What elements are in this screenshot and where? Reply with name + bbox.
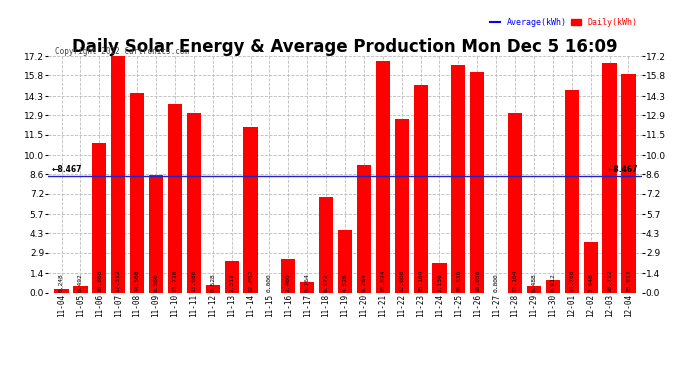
- Text: 3.648: 3.648: [588, 273, 593, 292]
- Bar: [244, 127, 257, 292]
- Bar: [527, 286, 541, 292]
- Text: 0.912: 0.912: [551, 273, 555, 292]
- Bar: [357, 165, 371, 292]
- Text: 14.560: 14.560: [135, 269, 139, 292]
- Bar: [130, 93, 144, 292]
- Bar: [168, 104, 182, 292]
- Bar: [564, 90, 579, 292]
- Bar: [433, 263, 446, 292]
- Bar: [187, 113, 201, 292]
- Text: 0.492: 0.492: [78, 273, 83, 292]
- Text: 0.528: 0.528: [210, 273, 215, 292]
- Bar: [111, 55, 126, 292]
- Bar: [73, 286, 88, 292]
- Text: 12.608: 12.608: [400, 269, 404, 292]
- Text: ←8.467: ←8.467: [52, 165, 83, 174]
- Bar: [224, 261, 239, 292]
- Bar: [338, 230, 352, 292]
- Text: 2.136: 2.136: [437, 273, 442, 292]
- Legend: Average(kWh), Daily(kWh): Average(kWh), Daily(kWh): [490, 18, 638, 27]
- Bar: [602, 63, 617, 292]
- Text: 0.000: 0.000: [267, 273, 272, 292]
- Text: 0.000: 0.000: [493, 273, 499, 292]
- Bar: [622, 74, 635, 292]
- Text: 8.560: 8.560: [153, 273, 159, 292]
- Text: 2.312: 2.312: [229, 273, 234, 292]
- Title: Daily Solar Energy & Average Production Mon Dec 5 16:09: Daily Solar Energy & Average Production …: [72, 38, 618, 56]
- Bar: [413, 85, 428, 292]
- Bar: [470, 72, 484, 292]
- Bar: [376, 62, 390, 292]
- Text: 10.868: 10.868: [97, 269, 102, 292]
- Text: 15.912: 15.912: [626, 269, 631, 292]
- Bar: [92, 143, 106, 292]
- Text: 16.824: 16.824: [380, 269, 385, 292]
- Text: 6.972: 6.972: [324, 273, 328, 292]
- Bar: [584, 242, 598, 292]
- Text: 16.056: 16.056: [475, 269, 480, 292]
- Bar: [508, 112, 522, 292]
- Text: 9.264: 9.264: [362, 273, 366, 292]
- Text: 13.728: 13.728: [172, 269, 177, 292]
- Text: 0.488: 0.488: [531, 273, 537, 292]
- Bar: [206, 285, 220, 292]
- Text: 15.104: 15.104: [418, 269, 423, 292]
- Text: 2.460: 2.460: [286, 273, 290, 292]
- Bar: [395, 119, 408, 292]
- Text: 16.536: 16.536: [456, 269, 461, 292]
- Text: 14.760: 14.760: [569, 269, 574, 292]
- Text: 4.528: 4.528: [342, 273, 348, 292]
- Bar: [546, 280, 560, 292]
- Text: 13.104: 13.104: [513, 269, 518, 292]
- Bar: [149, 175, 163, 292]
- Text: 16.712: 16.712: [607, 269, 612, 292]
- Text: 0.248: 0.248: [59, 273, 64, 292]
- Bar: [319, 197, 333, 292]
- Text: 13.080: 13.080: [191, 269, 197, 292]
- Text: 0.764: 0.764: [305, 273, 310, 292]
- Bar: [451, 65, 466, 292]
- Bar: [300, 282, 314, 292]
- Text: 17.312: 17.312: [116, 269, 121, 292]
- Text: 12.052: 12.052: [248, 269, 253, 292]
- Text: Copyright 2022 Cartronics.com: Copyright 2022 Cartronics.com: [55, 47, 189, 56]
- Bar: [282, 259, 295, 292]
- Text: ←8.467: ←8.467: [607, 165, 638, 174]
- Bar: [55, 289, 68, 292]
